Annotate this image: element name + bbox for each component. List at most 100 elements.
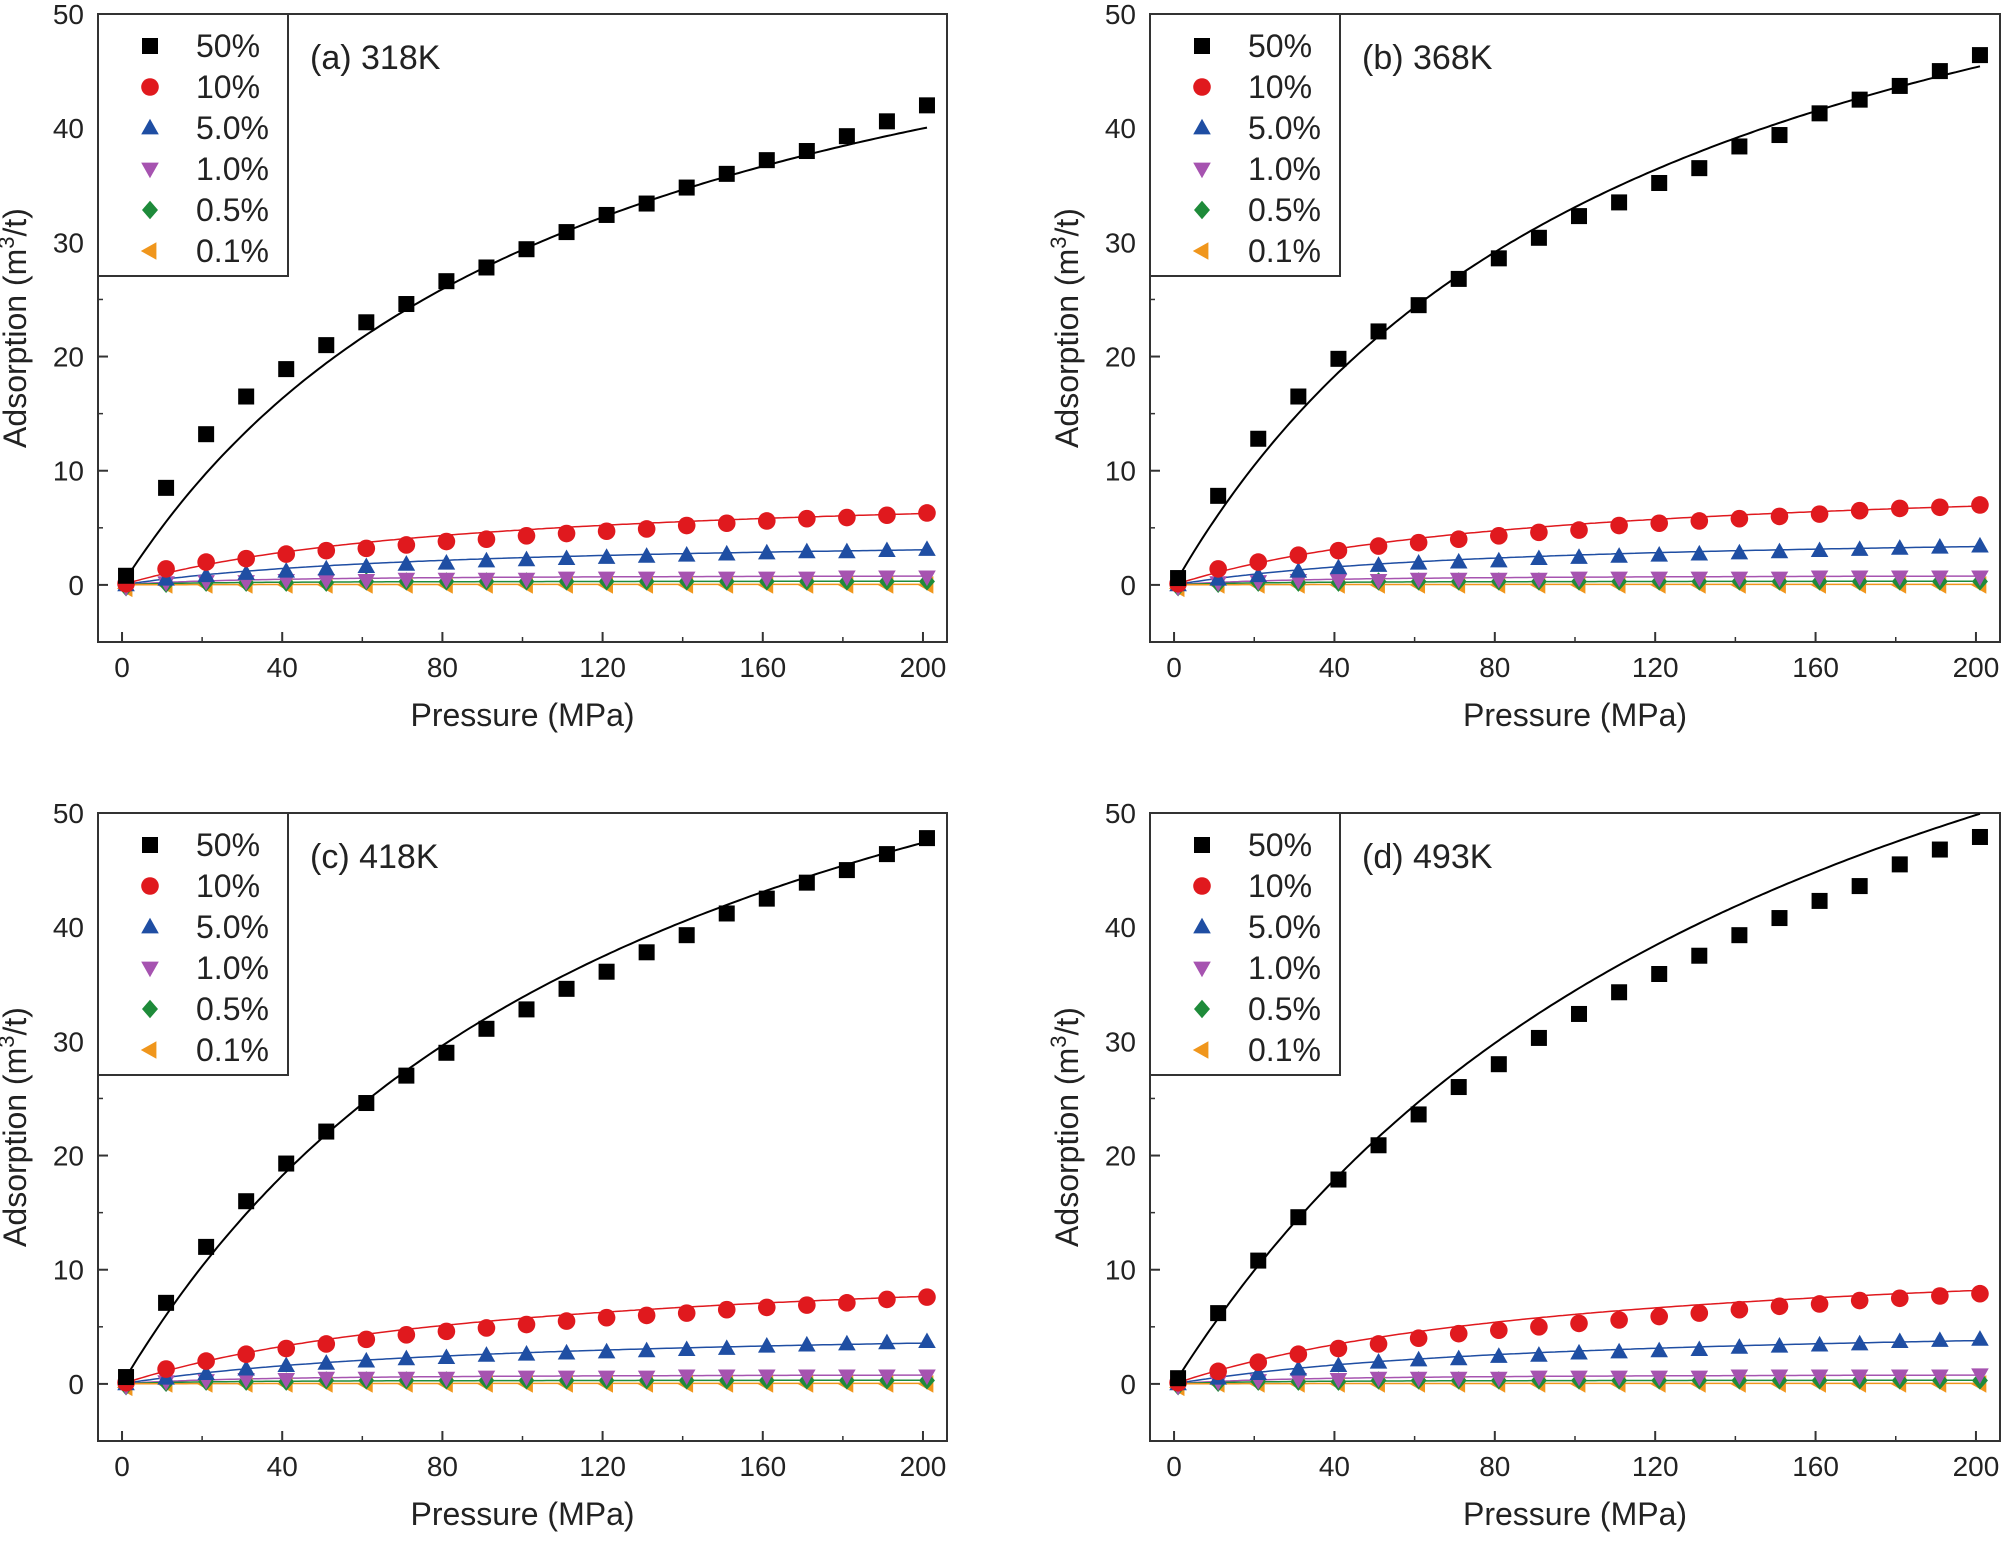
data-point-50% <box>598 206 615 223</box>
data-point-50% <box>758 152 775 169</box>
data-point-10% <box>557 1312 576 1330</box>
data-point-5.0% <box>437 1348 456 1365</box>
legend-label: 50% <box>196 827 260 863</box>
data-point-10% <box>838 508 856 527</box>
legend-label: 10% <box>1248 69 1312 105</box>
data-point-5.0% <box>637 547 656 563</box>
legend-label: 5.0% <box>196 110 269 146</box>
data-point-10% <box>1530 1318 1548 1336</box>
data-point-5.0% <box>317 1354 336 1370</box>
legend-label: 0.1% <box>1248 233 1321 269</box>
legend-marker-1.0% <box>141 162 159 179</box>
data-point-1.0% <box>1490 1371 1508 1388</box>
data-point-5.0% <box>557 549 576 566</box>
fit-line-50% <box>1173 812 1981 1385</box>
data-point-10% <box>317 1335 336 1353</box>
panel-title: (a) 318K <box>310 39 441 77</box>
data-point-5.0% <box>1810 541 1829 558</box>
data-point-5.0% <box>677 546 696 562</box>
y-tick-label: 10 <box>53 456 84 487</box>
data-point-10% <box>477 1319 496 1337</box>
legend-label: 10% <box>196 69 260 105</box>
data-point-50% <box>1891 77 1908 94</box>
data-point-5.0% <box>1650 546 1668 562</box>
data-point-10% <box>1971 1284 1989 1303</box>
data-point-5.0% <box>838 1334 856 1351</box>
x-tick-label: 40 <box>267 652 298 683</box>
data-point-50% <box>1250 1252 1267 1269</box>
legend-label: 0.1% <box>1248 1032 1321 1068</box>
data-point-50% <box>1611 984 1628 1001</box>
data-point-50% <box>198 1238 215 1255</box>
legend-marker-10% <box>141 78 159 96</box>
data-point-5.0% <box>757 543 776 560</box>
data-point-5.0% <box>1730 1338 1749 1354</box>
data-point-1.0% <box>1530 572 1548 589</box>
data-point-1.0% <box>597 1370 616 1387</box>
data-point-1.0% <box>1730 1369 1749 1386</box>
data-point-50% <box>1571 1005 1588 1022</box>
data-point-1.0% <box>1650 1370 1668 1387</box>
data-point-50% <box>1290 388 1307 405</box>
data-point-1.0% <box>717 571 736 588</box>
data-point-1.0% <box>637 1370 656 1387</box>
data-point-10% <box>597 1308 616 1327</box>
data-point-1.0% <box>1850 570 1869 587</box>
data-point-50% <box>878 113 895 130</box>
data-point-50% <box>1931 63 1948 80</box>
data-point-5.0% <box>1570 548 1588 564</box>
y-axis-title: Adsorption (m3/t) <box>1046 1007 1085 1247</box>
data-point-50% <box>1370 323 1387 340</box>
data-point-1.0% <box>1690 571 1709 588</box>
fit-line-50% <box>1173 65 1981 586</box>
data-point-5.0% <box>1810 1335 1829 1352</box>
x-tick-label: 120 <box>1632 652 1679 683</box>
y-tick-label: 20 <box>53 1141 84 1172</box>
data-point-50% <box>1971 828 1988 845</box>
data-point-5.0% <box>1369 1353 1388 1369</box>
x-tick-label: 0 <box>114 1451 130 1482</box>
data-point-5.0% <box>1770 542 1789 559</box>
data-point-50% <box>678 927 695 944</box>
x-tick-label: 0 <box>114 652 130 683</box>
data-point-1.0% <box>357 1371 376 1388</box>
data-point-5.0% <box>1971 1330 1989 1346</box>
data-point-50% <box>398 1067 415 1084</box>
data-point-50% <box>638 944 655 961</box>
data-point-50% <box>1530 1029 1547 1046</box>
legend-marker-50% <box>142 837 158 853</box>
data-point-10% <box>1610 1311 1628 1329</box>
data-point-5.0% <box>1369 556 1388 572</box>
data-point-5.0% <box>277 1356 296 1373</box>
x-tick-label: 80 <box>427 652 458 683</box>
data-point-50% <box>1891 856 1908 873</box>
legend-box <box>97 812 289 1076</box>
data-point-50% <box>438 1044 455 1061</box>
panel-title: (d) 493K <box>1362 838 1493 876</box>
data-point-1.0% <box>1409 572 1428 589</box>
data-point-10% <box>1449 1324 1468 1343</box>
data-point-10% <box>1650 514 1668 533</box>
data-point-10% <box>1730 1300 1749 1319</box>
data-point-10% <box>798 1296 816 1314</box>
data-point-10% <box>1810 505 1829 523</box>
data-point-5.0% <box>918 1332 936 1349</box>
data-point-10% <box>277 1339 296 1358</box>
y-tick-label: 30 <box>1105 1026 1136 1057</box>
y-tick-label: 0 <box>1120 570 1136 601</box>
data-point-5.0% <box>637 1341 656 1358</box>
data-point-50% <box>1571 208 1588 225</box>
data-point-5.0% <box>878 541 896 558</box>
data-point-50% <box>1530 229 1547 246</box>
data-point-50% <box>1170 570 1187 587</box>
data-point-50% <box>158 1294 175 1311</box>
legend-marker-5.0% <box>141 118 159 135</box>
data-point-1.0% <box>1850 1369 1869 1386</box>
data-point-10% <box>517 1315 536 1334</box>
chart-panel-3: 0 40 80 120 160 200 0 10 20 30 40 50 Pressure (MPa) A… <box>0 798 948 1532</box>
data-point-1.0% <box>277 1372 296 1389</box>
x-tick-label: 0 <box>1166 652 1182 683</box>
data-point-50% <box>278 361 295 378</box>
data-point-5.0% <box>1209 570 1227 586</box>
data-point-5.0% <box>1449 1349 1468 1366</box>
